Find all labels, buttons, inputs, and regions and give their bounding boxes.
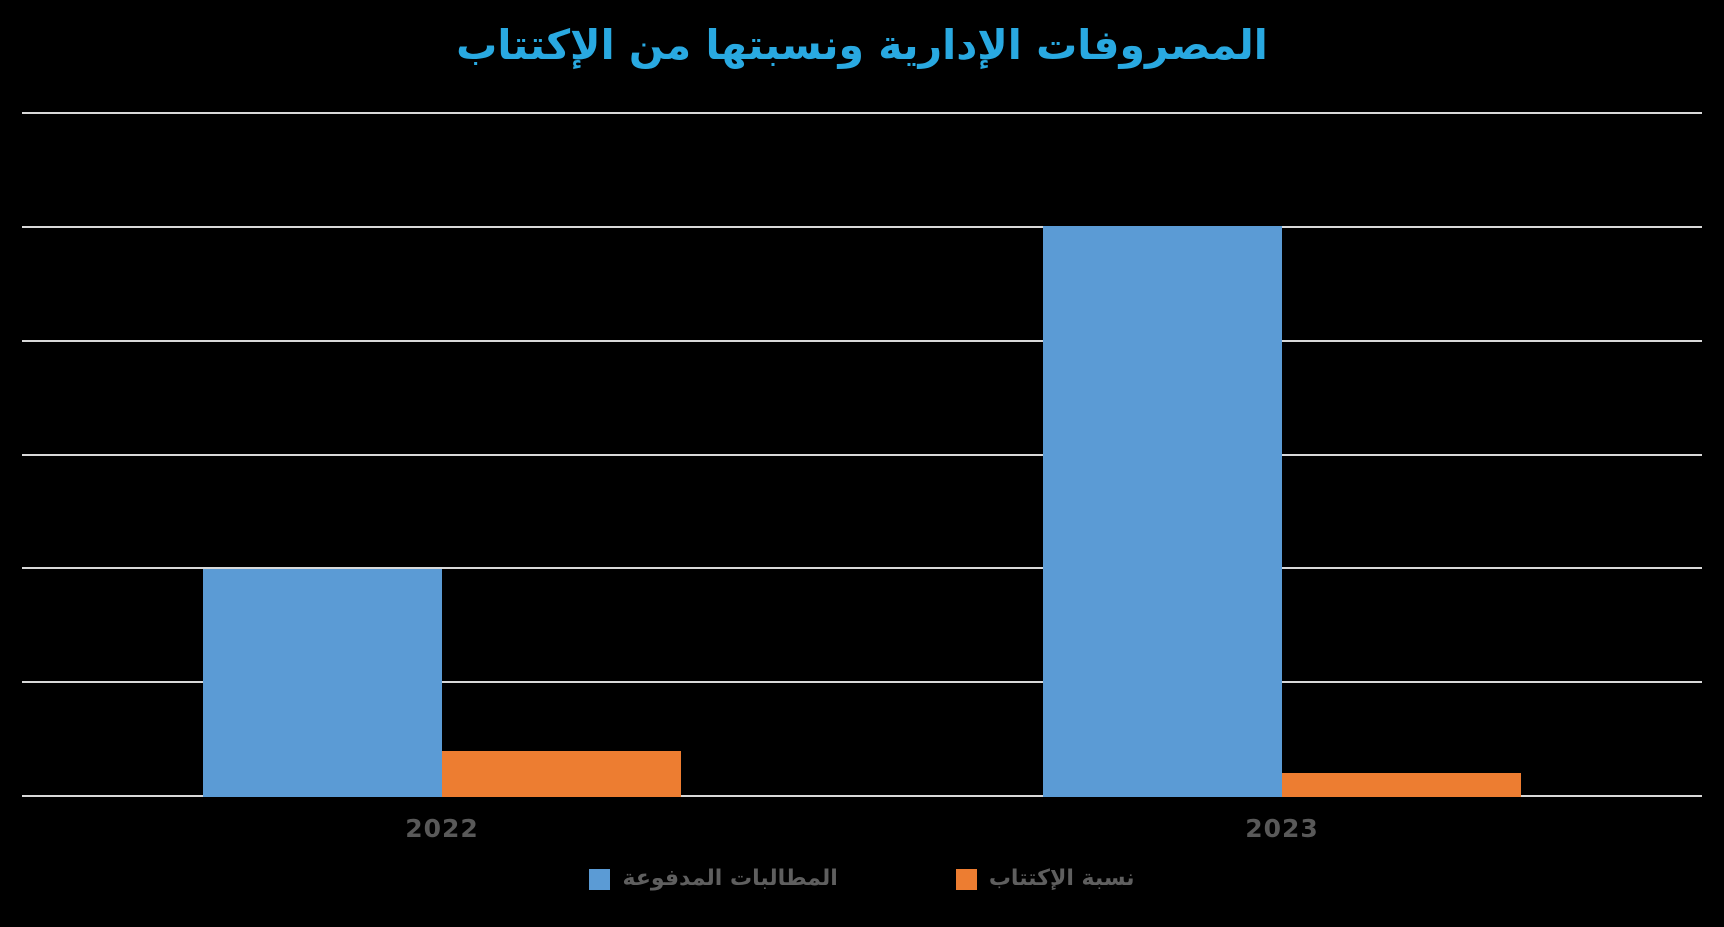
legend-swatch-paid-claims — [589, 868, 611, 890]
gridline — [22, 340, 1702, 342]
legend-swatch-subscription-ratio — [955, 868, 977, 890]
bar-subscription-ratio-2022 — [442, 751, 681, 797]
plot-area — [22, 112, 1702, 797]
legend-label-subscription-ratio: نسبة الإكتتاب — [988, 866, 1135, 891]
gridline — [22, 226, 1702, 228]
chart-title: المصروفات الإدارية ونسبتها من الإكتتاب — [456, 21, 1268, 69]
bar-subscription-ratio-2023 — [1282, 773, 1521, 797]
x-tick-2022: 2022 — [405, 814, 479, 843]
gridline — [22, 795, 1702, 797]
legend: المطالبات المدفوعة نسبة الإكتتاب — [0, 868, 1724, 890]
legend-item-subscription-ratio: نسبة الإكتتاب — [955, 866, 1135, 891]
bar-paid-claims-2023 — [1043, 226, 1282, 797]
bar-paid-claims-2022 — [203, 569, 442, 797]
gridline — [22, 681, 1702, 683]
gridline — [22, 454, 1702, 456]
x-tick-2023: 2023 — [1245, 814, 1319, 843]
legend-item-paid-claims: المطالبات المدفوعة — [589, 866, 838, 891]
gridline — [22, 112, 1702, 114]
gridline — [22, 567, 1702, 569]
legend-label-paid-claims: المطالبات المدفوعة — [622, 866, 838, 891]
